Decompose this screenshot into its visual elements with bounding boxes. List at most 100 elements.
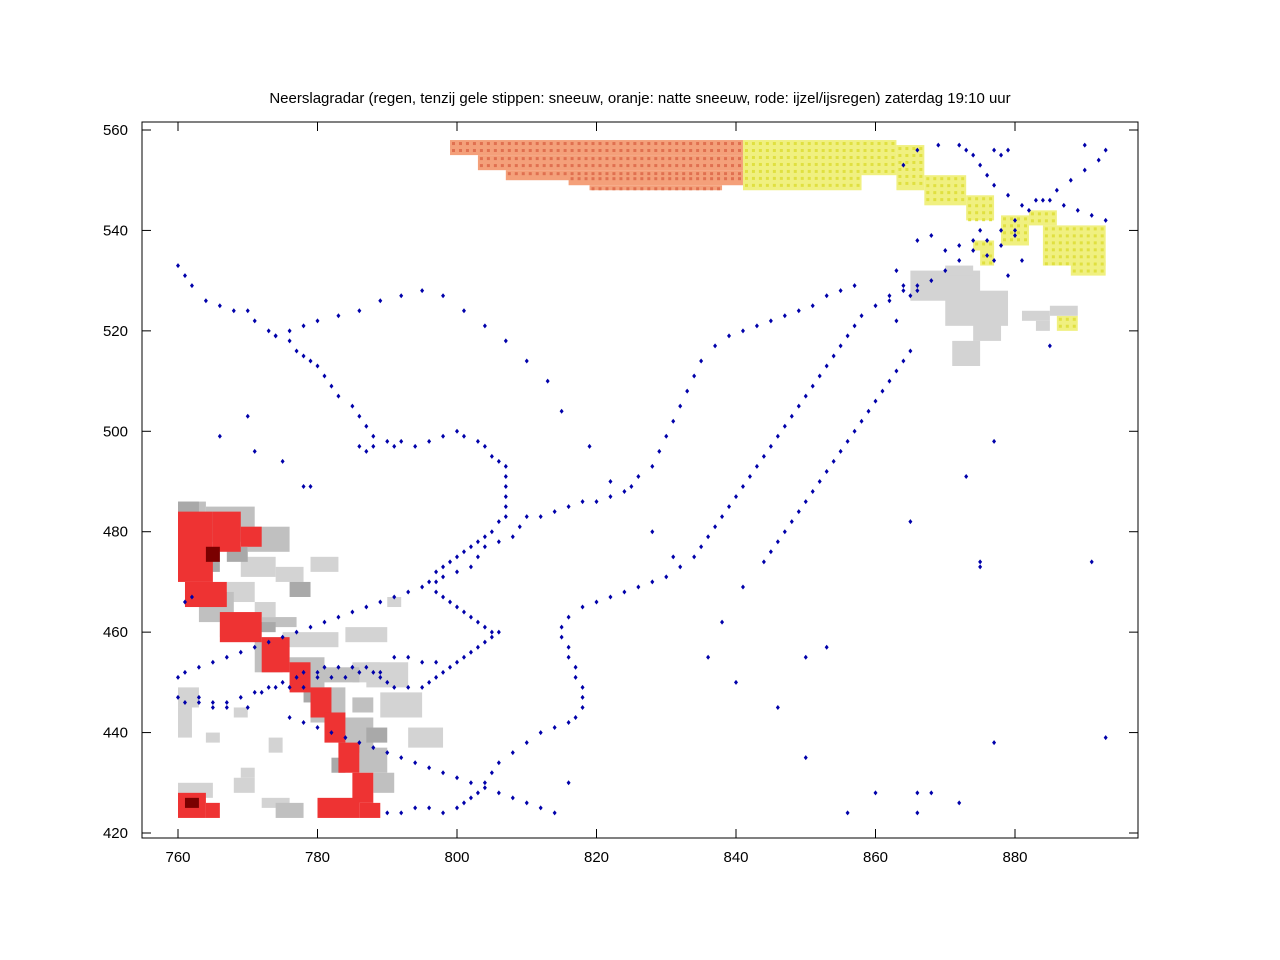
snow-dot [1003,224,1007,228]
coast-point [608,494,613,500]
coast-point [420,659,425,665]
wet_snow-dot [486,149,490,153]
coast-point [301,353,306,359]
rain_light-cell [275,566,304,582]
snow-dot [1051,212,1055,216]
coast-point [357,669,362,675]
snow-cell [1070,260,1106,276]
coast-point [364,423,369,429]
coast-point [322,664,327,670]
wet_snow-dot [737,172,741,176]
coast-point [455,604,459,610]
ice-cell [324,712,346,743]
wet_snow-dot [731,157,735,161]
coast-point [392,443,397,449]
snow-dot [807,169,811,173]
snow-dot [814,183,818,187]
coast-point [894,268,899,274]
coast-point [608,594,613,600]
coast-point [845,810,850,816]
coast-point [720,619,725,625]
wet_snow-dot [493,142,497,146]
coast-point [545,378,550,384]
snow-dot [1058,248,1062,252]
snow-dot [1044,241,1048,245]
wet_snow-dot [584,149,588,153]
snow-dot [863,169,867,173]
coast-point [887,378,892,384]
coast-point [496,519,501,525]
coast-point [992,182,997,188]
wet_snow-dot [633,177,637,181]
wet_snow-dot [514,142,518,146]
snow-dot [1100,248,1104,252]
snow-dot [758,183,762,187]
coast-point [210,704,215,710]
snow-dot [912,147,916,151]
wet_snow-dot [479,142,483,146]
coast-point [392,684,397,690]
coast-point [706,534,711,540]
coast-point [176,674,180,680]
coast-point [810,489,815,495]
coast-point [692,373,697,379]
rain_light-cell [240,556,276,577]
wet_snow-dot [717,149,721,153]
coast-point [740,484,745,490]
coast-point [957,242,962,248]
coast-point [475,554,480,560]
wet_snow-dot [507,172,511,176]
coast-point [399,810,404,816]
snow-dot [954,184,958,188]
coast-point [357,443,362,449]
snow-dot [828,149,832,153]
plot-frame [141,121,1139,839]
coast-point [985,172,990,178]
snow-dot [1093,241,1097,245]
snow-dot [1003,217,1007,221]
coast-point [845,333,850,339]
snow-dot [744,155,748,159]
wet_snow-dot [591,172,595,176]
coast-point [1103,147,1108,153]
coast-point [915,288,920,294]
wet_snow-dot [703,187,707,191]
snow-dot [898,154,902,158]
snow-dot [919,181,923,185]
coast-point [287,328,292,334]
snow-dot [807,155,811,159]
coast-point [427,805,432,811]
coast-point [929,232,934,238]
wet_snow-dot [605,164,609,168]
coast-point [336,393,341,399]
wet_snow-dot [661,157,665,161]
coast-point [775,704,780,710]
coast-point [1013,227,1017,233]
coast-point [1040,197,1045,203]
wet_snow-dot [521,172,525,176]
wet_snow-dot [724,142,728,146]
coast-point [489,629,494,635]
wet_snow-dot [633,149,637,153]
coast-point [740,328,745,334]
coast-point [566,780,571,786]
coast-point [455,569,459,575]
snow-dot [779,183,783,187]
wet_snow-dot [731,142,735,146]
coast-point [441,810,446,816]
snow-dot [1051,219,1055,223]
coast-point [838,343,843,349]
y-tick-label: 540 [103,222,128,239]
wet_snow-dot [717,164,721,168]
ice-cell [317,797,360,818]
coast-point [420,288,425,294]
wet_snow-dot [626,164,630,168]
wet_snow-dot [626,172,630,176]
coast-point [482,785,487,791]
snow-dot [898,167,902,171]
wet_snow-dot [633,157,637,161]
wet_snow-dot [696,187,700,191]
snow-dot [800,155,804,159]
coast-point [287,338,292,344]
coast-point [552,509,557,515]
